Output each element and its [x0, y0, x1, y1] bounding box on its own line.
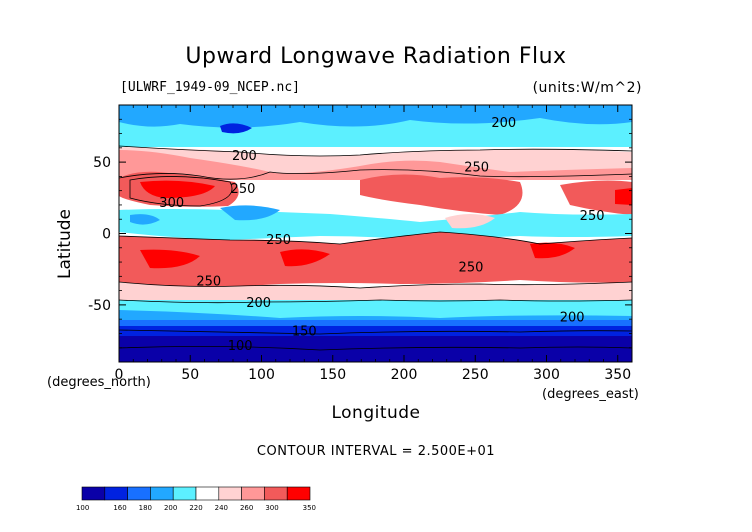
region-antarctic-edge: [119, 326, 632, 336]
x-tick-label: 0: [115, 367, 124, 383]
region-africa-cloud: [130, 214, 160, 225]
contour-label: 300: [159, 196, 184, 211]
region-sahara-core: [140, 180, 215, 198]
region-south-cyan: [119, 300, 632, 320]
y-axis-units: (degrees_north): [47, 375, 151, 390]
region-south-blue: [119, 320, 632, 326]
colorbar-swatch: [172, 486, 197, 501]
contour-250-south: [119, 281, 632, 289]
x-tick-label: 200: [391, 367, 418, 383]
colorbar-label: 100: [76, 504, 89, 512]
colorbar-label: 300: [265, 504, 278, 512]
colorbar-swatch: [264, 486, 288, 501]
region-arctic-blue-patch: [220, 123, 252, 134]
region-south-america-hot: [530, 242, 575, 259]
colorbar-swatch: [195, 486, 220, 501]
colorbar-swatch: [150, 486, 174, 501]
x-axis-label: Longitude: [331, 403, 421, 423]
region-arctic-cyan: [300, 127, 385, 138]
region-africa-south-hot: [140, 249, 200, 269]
contour-label: 250: [580, 209, 605, 224]
units-label: (units:W/m^2): [532, 80, 642, 96]
region-south-subtropics: [119, 232, 632, 287]
colorbar: 100 160 180 200 220 240 260 300 350: [76, 486, 316, 512]
contour-label: 250: [266, 233, 291, 248]
colorbar-label: 350: [303, 504, 316, 512]
contour-200-south: [119, 299, 632, 304]
region-north-warm: [119, 150, 632, 180]
region-arctic-cold: [119, 105, 632, 128]
x-tick-label: 50: [181, 367, 199, 383]
contour-interval-note: CONTOUR INTERVAL = 2.500E+01: [256, 444, 496, 459]
contour-100-south: [119, 346, 632, 351]
contour-300-sahara: [129, 176, 233, 207]
colorbar-label: 240: [215, 504, 228, 512]
colorbar-swatch: [218, 486, 242, 501]
region-south-blue-edge: [119, 310, 632, 322]
y-tick-label: 50: [93, 155, 111, 171]
contour-labels: 200 200 250 250 300 250 250 250 250 200 200 150 100: [159, 116, 604, 354]
y-ticks: -50 0 50: [88, 104, 632, 363]
x-tick-label: 100: [248, 367, 275, 383]
contour-200-north: [119, 145, 632, 157]
x-ticks: 0 50 100 150 200 250 300 350: [115, 105, 633, 383]
x-tick-label: 350: [604, 367, 631, 383]
contour-lines: [119, 145, 632, 351]
contour-150-south: [119, 329, 632, 335]
region-north-pacific-warm: [360, 174, 523, 215]
dataset-filename: [ULWRF_1949-09_NCEP.nc]: [120, 80, 301, 95]
contour-label: 250: [464, 160, 489, 175]
contour-label: 150: [292, 325, 317, 340]
colorbar-swatch: [104, 486, 128, 501]
region-india-cloud: [220, 205, 280, 221]
colorbar-label: 180: [139, 504, 152, 512]
contour-250-tropics: [119, 231, 632, 245]
region-atlantic-hot: [615, 188, 632, 205]
contour-label: 200: [232, 149, 257, 164]
x-tick-label: 250: [462, 367, 489, 383]
colorbar-label: 200: [164, 504, 177, 512]
x-tick-label: 300: [533, 367, 560, 383]
y-tick-label: 0: [102, 227, 111, 243]
flux-field: 200 200 250 250 300 250 250 250 250 200 200 150 100: [119, 105, 632, 362]
colorbar-swatch: [81, 486, 106, 501]
contour-250-north: [119, 169, 632, 180]
x-tick-label: 150: [319, 367, 346, 383]
colorbar-label: 220: [189, 504, 202, 512]
colorbar-label: 260: [240, 504, 253, 512]
region-pacific-pale: [445, 214, 495, 229]
contour-label: 200: [491, 116, 516, 131]
colorbar-swatch: [241, 486, 265, 501]
region-atlantic-warm: [560, 180, 632, 215]
colorbar-swatch: [286, 486, 311, 501]
y-tick-label: -50: [88, 298, 111, 314]
contour-label: 250: [459, 260, 484, 275]
contour-label: 250: [231, 182, 256, 197]
contour-label: 250: [196, 275, 221, 290]
colorbar-swatch: [127, 486, 151, 501]
region-australia-hot: [280, 249, 330, 267]
region-south-midlat-pale: [119, 282, 632, 303]
contour-label: 200: [560, 310, 585, 325]
chart-title: Upward Longwave Radiation Flux: [185, 44, 567, 69]
contour-label: 200: [246, 296, 271, 311]
region-antarctic: [119, 336, 632, 362]
colorbar-label: 160: [113, 504, 126, 512]
contour-label: 100: [228, 339, 253, 354]
x-axis-units: (degrees_east): [542, 387, 639, 402]
